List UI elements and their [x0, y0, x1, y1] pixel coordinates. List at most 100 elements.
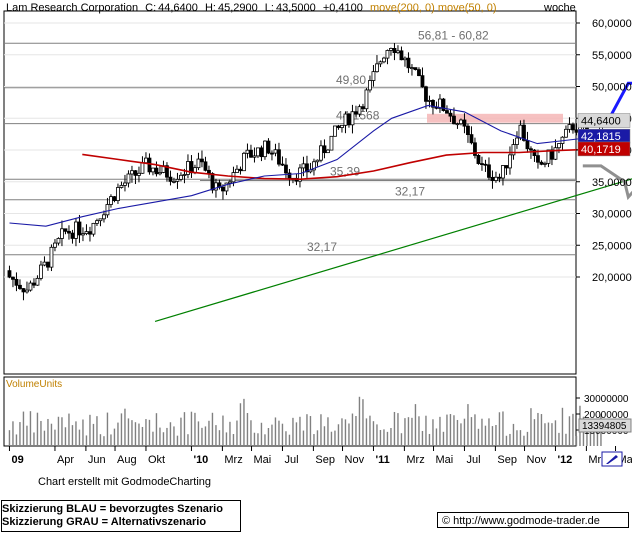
candle-body	[487, 164, 491, 178]
x-tick-label: '12	[557, 454, 572, 466]
candle-body	[119, 184, 124, 188]
candle-body	[144, 157, 148, 164]
settings-icon[interactable]	[601, 451, 623, 467]
candle-body	[462, 119, 467, 127]
candle-body	[448, 112, 453, 117]
candle-body	[466, 125, 470, 135]
moving-average-line	[82, 148, 602, 181]
x-tick-label: Sep	[315, 454, 335, 466]
candle-body	[84, 231, 89, 235]
y-tick-label: 50,0000	[592, 82, 632, 94]
x-tick-label: 09	[11, 454, 23, 466]
candle-body	[539, 161, 544, 165]
candle-body	[494, 176, 498, 181]
candle-body	[508, 154, 512, 169]
candle-body	[256, 147, 260, 157]
x-tick-label: Jul	[284, 454, 298, 466]
candle-body	[189, 161, 194, 174]
value-badge: 44,6400	[577, 113, 631, 128]
candle-body	[165, 165, 169, 178]
candle-body	[175, 178, 180, 182]
candle-body	[333, 125, 337, 137]
candle-body	[417, 69, 421, 77]
candle-body	[259, 147, 264, 158]
candle-body	[441, 98, 446, 111]
candle-body	[210, 173, 215, 191]
candle-body	[476, 155, 481, 164]
legend-blue: Skizzierung BLAU = bevorzugtes Szenario	[2, 503, 223, 515]
candle-body	[567, 124, 572, 130]
candle-body	[343, 113, 348, 126]
value-badge: 42,1815	[577, 128, 631, 144]
volume-bars	[8, 396, 602, 446]
resistance-zone-rect	[427, 113, 563, 123]
candle-body	[207, 169, 211, 174]
candle-body	[74, 221, 78, 239]
candle-body	[504, 165, 509, 169]
candle-body	[284, 164, 288, 174]
candle-body	[459, 119, 463, 125]
candle-body	[522, 124, 526, 141]
candle-body	[95, 220, 99, 224]
candle-body	[252, 155, 257, 158]
resistance-zone	[427, 113, 563, 123]
candle-body	[368, 80, 372, 91]
blue-scenario-line	[591, 81, 632, 126]
candle-body	[364, 89, 369, 110]
candle-body	[242, 152, 246, 172]
candle-body	[546, 149, 551, 164]
candle-body	[550, 149, 554, 160]
candle-body	[266, 140, 271, 154]
candle-body	[536, 155, 540, 163]
candle-body	[424, 86, 428, 102]
candle-body	[403, 57, 407, 61]
x-tick-label: Mrz	[224, 454, 242, 466]
candle-body	[154, 167, 159, 175]
candle-body	[557, 143, 561, 149]
candle-body	[137, 172, 141, 176]
candle-body	[25, 289, 29, 293]
candle-body	[361, 106, 365, 110]
candle-body	[483, 163, 488, 166]
candle-body	[116, 187, 120, 201]
volume-last-label: 13394805	[582, 421, 627, 432]
x-tick-label: Aug	[117, 454, 137, 466]
candle-body	[354, 111, 358, 115]
candle-body	[490, 176, 495, 181]
candle-body	[420, 75, 425, 88]
candle-body	[385, 50, 390, 59]
x-tick-label: Okt	[148, 454, 165, 466]
candle-body	[109, 196, 113, 205]
candle-body	[301, 163, 306, 169]
candle-body	[350, 111, 355, 126]
y-tick-label: 25,0000	[592, 240, 632, 252]
candle-body	[11, 276, 15, 280]
candle-body	[105, 204, 110, 216]
candle-body	[126, 173, 131, 184]
candle-body	[200, 158, 204, 163]
candle-body	[298, 167, 302, 182]
candle-body	[77, 221, 82, 236]
x-axis: 09 Apr Jun Aug Okt '10 Mrz Mai Jul Sep Nov '11 Mrz Ma…	[8, 446, 632, 466]
website-link[interactable]: © http://www.godmode-trader.de	[437, 512, 629, 528]
x-tick-label: Nov	[345, 454, 365, 466]
level-label: 32,17	[307, 240, 337, 254]
candle-body	[147, 157, 152, 173]
candle-body	[280, 163, 285, 166]
candle-body	[182, 174, 187, 176]
value-badge-label: 44,6400	[581, 116, 621, 128]
candle-body	[98, 218, 103, 222]
candle-body	[518, 124, 523, 139]
candle-body	[406, 57, 411, 69]
candle-body	[315, 159, 320, 163]
candle-body	[336, 125, 341, 128]
candle-body	[18, 284, 22, 289]
candle-body	[497, 176, 502, 179]
candle-body	[53, 242, 57, 248]
candle-body	[238, 168, 243, 172]
candle-body	[49, 246, 54, 268]
candle-body	[571, 124, 575, 131]
candle-body	[133, 170, 138, 176]
candle-body	[179, 174, 183, 180]
y-tick-label: 30,0000	[592, 209, 632, 221]
